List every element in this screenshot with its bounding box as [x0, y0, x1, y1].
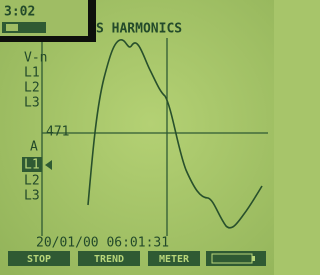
battery-tip — [252, 256, 255, 261]
inset-battery-level — [6, 24, 18, 31]
current-phase[interactable]: L2 — [24, 174, 40, 189]
inset-time: 3:02 — [4, 5, 35, 20]
button-label[interactable]: TREND — [94, 254, 124, 265]
current-label: A — [30, 140, 38, 155]
current-phase[interactable]: L3 — [24, 189, 40, 204]
scale-value: 471 — [46, 125, 69, 140]
voltage-phase: L2 — [24, 81, 40, 96]
button-label[interactable]: STOP — [27, 254, 51, 265]
voltage-phase: L1 — [24, 66, 40, 81]
current-phase-selected[interactable]: L1 — [24, 158, 40, 173]
screen-title: S HARMONICS — [96, 22, 182, 37]
timestamp: 20/01/00 06:01:31 — [36, 236, 169, 251]
voltage-phase: L3 — [24, 96, 40, 111]
screen: S HARMONICS V-n L1 L2 L3 471 A L1 L2 L3 … — [0, 0, 274, 275]
voltage-label: V-n — [24, 51, 47, 66]
battery-button[interactable] — [206, 251, 266, 266]
button-label[interactable]: METER — [159, 254, 190, 265]
